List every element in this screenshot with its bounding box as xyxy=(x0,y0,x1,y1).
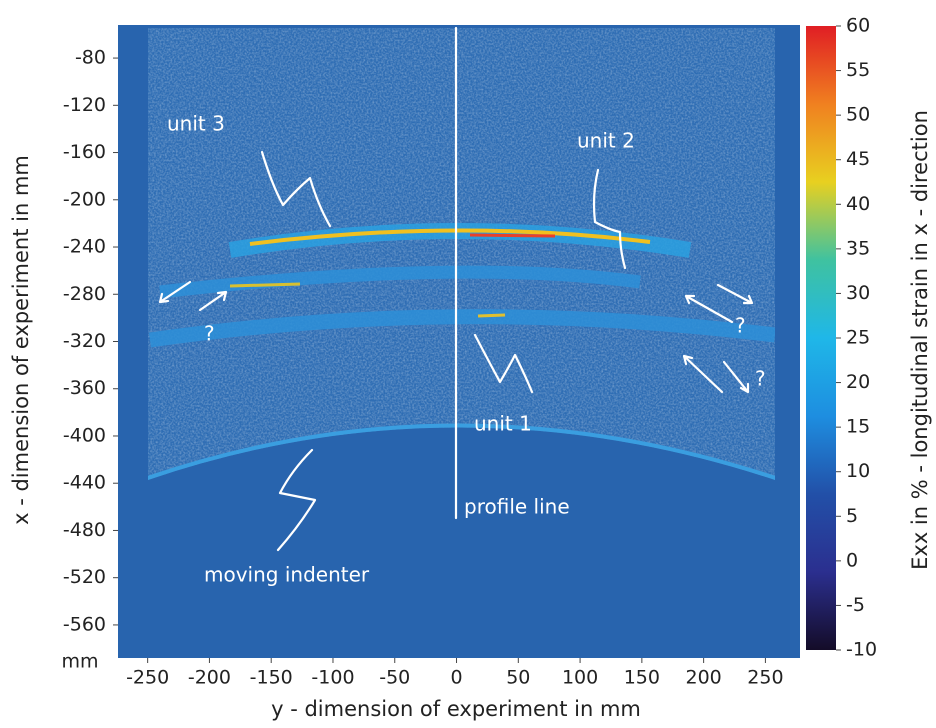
annotation: ? xyxy=(735,314,746,338)
colorbar-tick-label: 50 xyxy=(846,104,870,126)
annotation: ? xyxy=(755,367,766,391)
colorbar-tick-label: 10 xyxy=(846,460,870,482)
colorbar-tick-label: -10 xyxy=(846,639,877,661)
x-tick-label: 250 xyxy=(747,667,783,689)
colorbar-tick-label: 5 xyxy=(846,505,858,527)
y-tick-label: -160 xyxy=(63,141,106,163)
annotation: unit 3 xyxy=(167,112,225,136)
annotation: profile line xyxy=(464,495,570,519)
colorbar-label: Exx in % - longitudinal strain in x - di… xyxy=(908,110,932,570)
y-tick-label: -360 xyxy=(63,377,106,399)
x-tick-label: 150 xyxy=(624,667,660,689)
colorbar-tick-label: 55 xyxy=(846,59,870,81)
x-tick-label: -150 xyxy=(250,667,293,689)
colorbar-tick-label: 40 xyxy=(846,193,870,215)
x-tick-label: 50 xyxy=(506,667,530,689)
x-tick-label: 0 xyxy=(450,667,462,689)
colorbar-tick-label: 15 xyxy=(846,416,870,438)
x-tick-label: 100 xyxy=(562,667,598,689)
annotation: unit 2 xyxy=(577,129,635,153)
x-axis-label: y - dimension of experiment in mm xyxy=(271,697,641,721)
unit-label: mm xyxy=(61,651,98,673)
y-tick-label: -120 xyxy=(63,94,106,116)
colorbar-tick-label: 60 xyxy=(846,15,870,37)
annotation: ? xyxy=(204,322,215,346)
y-tick-label: -400 xyxy=(63,424,106,446)
y-axis-label: x - dimension of experiment in mm xyxy=(9,155,33,525)
colorbar-tick-label: 0 xyxy=(846,549,858,571)
x-tick-label: 200 xyxy=(685,667,721,689)
colorbar-tick-label: 20 xyxy=(846,371,870,393)
y-tick-label: -520 xyxy=(63,566,106,588)
y-tick-label: -280 xyxy=(63,283,106,305)
x-tick-label: -50 xyxy=(379,667,410,689)
y-tick-label: -200 xyxy=(63,188,106,210)
y-tick-label: -560 xyxy=(63,613,106,635)
y-tick-label: -80 xyxy=(75,47,106,69)
colorbar-tick-label: 25 xyxy=(846,327,870,349)
colorbar-tick-label: 30 xyxy=(846,282,870,304)
annotation: moving indenter xyxy=(204,563,370,587)
y-tick-label: -480 xyxy=(63,519,106,541)
plot-area xyxy=(118,25,800,658)
x-tick-label: -100 xyxy=(311,667,354,689)
x-tick-label: -250 xyxy=(126,667,169,689)
y-tick-label: -320 xyxy=(63,330,106,352)
y-tick-label: -240 xyxy=(63,236,106,258)
y-tick-label: -440 xyxy=(63,472,106,494)
annotation: unit 1 xyxy=(474,412,532,436)
colorbar-tick-label: 35 xyxy=(846,237,870,259)
colorbar-tick-label: 45 xyxy=(846,148,870,170)
colorbar xyxy=(806,26,836,650)
colorbar-tick-label: -5 xyxy=(846,594,865,616)
x-tick-label: -200 xyxy=(188,667,231,689)
leader-lines xyxy=(158,150,754,552)
